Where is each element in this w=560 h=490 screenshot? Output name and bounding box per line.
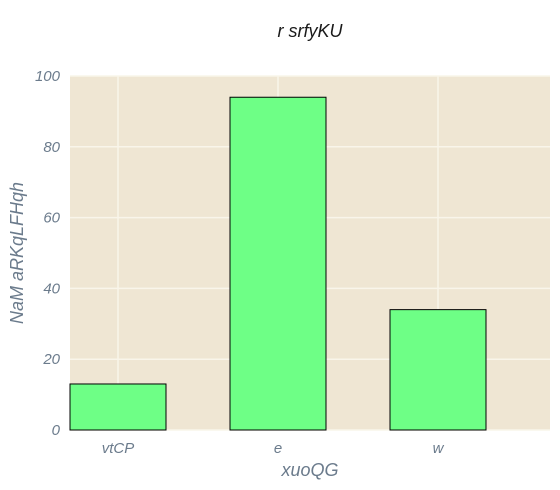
- bar-w: [389, 309, 487, 431]
- chart-title: r srfyKU: [278, 21, 344, 41]
- y-tick-label: 80: [43, 139, 60, 156]
- y-axis-label: NaM aRKqLFHqh: [7, 182, 27, 324]
- bars: [69, 96, 487, 431]
- x-tick-label: w: [433, 440, 445, 457]
- x-axis-label: xuoQG: [280, 460, 338, 480]
- y-tick-label: 0: [52, 422, 61, 439]
- y-axis-ticks: 0 20 40 60 80 100: [35, 68, 61, 439]
- y-tick-label: 20: [42, 351, 60, 368]
- bar-e: [229, 96, 327, 431]
- y-tick-label: 40: [43, 280, 60, 297]
- x-axis-ticks: vtCP e w: [102, 440, 445, 457]
- y-tick-label: 100: [35, 68, 61, 85]
- bar-vtCP: [69, 383, 167, 431]
- x-tick-label: vtCP: [102, 440, 135, 457]
- y-tick-label: 60: [43, 210, 60, 227]
- x-tick-label: e: [274, 440, 282, 457]
